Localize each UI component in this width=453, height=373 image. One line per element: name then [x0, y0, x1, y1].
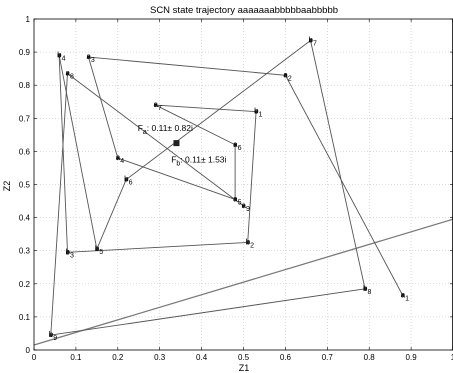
trajectory-segment — [155, 104, 236, 146]
y-tick-label: 0 — [26, 346, 31, 355]
trajectory-segment — [88, 56, 119, 159]
trajectory-segment — [88, 56, 286, 76]
trajectory-segment — [67, 241, 248, 253]
fixed-point-layer — [173, 140, 180, 147]
annotation-layer: Fa: 0.11± 0.82i Fb: 0.11± 1.53i — [138, 123, 227, 167]
x-tick-label: 0.5 — [238, 353, 250, 362]
x-tick-label: 0.2 — [112, 353, 124, 362]
trajectory-segment — [310, 40, 366, 289]
trajectory-segment — [96, 179, 127, 250]
x-tick-label: 0.1 — [70, 353, 82, 362]
chart-title: SCN state trajectory aaaaaaabbbbbaabbbbb — [150, 5, 338, 16]
trajectory-segment — [58, 55, 68, 253]
point-label: b8 — [363, 284, 371, 296]
trajectory-point — [242, 204, 245, 208]
point-label: b7 — [309, 36, 317, 48]
trajectory-point — [66, 250, 70, 254]
x-tick-label: 0.3 — [154, 353, 166, 362]
eigenvalue-annotation: Fb: 0.11± 1.53i — [171, 155, 226, 168]
fixed-point-marker — [173, 140, 180, 147]
trajectory-segment — [50, 288, 366, 336]
point-label: a6 — [233, 140, 241, 152]
reference-line-layer — [33, 218, 453, 346]
x-tick-label: 0.9 — [406, 353, 418, 362]
y-tick-label: 0.5 — [19, 181, 31, 190]
y-tick-label: 0.1 — [19, 313, 31, 322]
trajectory-segment — [58, 55, 98, 250]
point-label-layer: a1 a2 a3 a4 a5 a6 a7 b1 b2 b3 b4 b5 b6 b7 b8 b9 a8 a9 — [49, 36, 409, 343]
point-label: a9 — [242, 201, 250, 213]
y-tick-label: 0.4 — [19, 214, 31, 223]
y-tick-label: 0.3 — [19, 247, 31, 256]
trajectory-segment — [117, 157, 236, 200]
trajectory-point — [86, 55, 90, 59]
trajectory-point — [57, 53, 61, 57]
point-label: a5 — [233, 194, 241, 206]
trajectory-point — [116, 156, 120, 160]
y-tick-label: 0.2 — [19, 280, 31, 289]
axes: 0 0.1 0.2 0.3 0.4 0.5 0.6 0.7 0.8 0.9 1 0 0.1 0.2 0.3 0… — [19, 15, 453, 362]
point-label: a1 — [401, 290, 409, 302]
trajectory-point — [154, 103, 158, 107]
point-label: b5 — [95, 244, 103, 256]
point-label: a4 — [116, 153, 124, 165]
x-tick-label: 0.7 — [322, 353, 334, 362]
x-tick-label: 0 — [32, 353, 37, 362]
trajectory-segment — [50, 73, 68, 336]
eigenvalue-annotation: Fa: 0.11± 0.82i — [138, 123, 193, 136]
trajectory-layer — [50, 40, 404, 336]
trajectory-point — [401, 293, 405, 297]
trajectory-segment — [155, 104, 257, 113]
trajectory-point — [254, 110, 258, 114]
trajectory-point — [283, 73, 287, 77]
point-label: a7 — [154, 100, 162, 112]
y-tick-label: 0.7 — [19, 114, 31, 123]
x-axis-label: Z1 — [239, 363, 250, 373]
trajectory-point — [124, 178, 128, 182]
trajectory-segment — [285, 75, 404, 296]
trajectory-point — [233, 143, 237, 147]
trajectory-segment — [67, 73, 244, 207]
grid — [34, 19, 453, 350]
trajectory-segment — [247, 111, 257, 243]
point-label: a3 — [86, 52, 94, 64]
point-label: a2 — [283, 70, 291, 82]
x-tick-label: 0.8 — [364, 353, 376, 362]
trajectory-segment — [125, 40, 311, 180]
trajectory-point — [246, 240, 250, 244]
y-axis-label: Z2 — [2, 181, 12, 192]
point-label: b9 — [49, 330, 57, 342]
y-tick-label: 0.9 — [19, 48, 31, 57]
reference-line — [33, 218, 453, 346]
point-label: a8 — [66, 69, 74, 81]
point-label: b2 — [246, 237, 254, 249]
point-label: b6 — [124, 175, 132, 187]
trajectory-point — [233, 197, 237, 201]
point-label: b4 — [57, 50, 65, 62]
trajectory-point — [363, 287, 367, 291]
x-tick-label: 0.6 — [280, 353, 292, 362]
y-tick-label: 1 — [26, 15, 31, 24]
y-tick-label: 0.6 — [19, 147, 31, 156]
trajectory-point — [66, 72, 70, 76]
trajectory-point — [49, 333, 53, 337]
point-label: b3 — [66, 247, 74, 259]
point-label: b1 — [254, 107, 262, 119]
x-tick-label: 0.4 — [196, 353, 208, 362]
x-tick-label: 1 — [451, 353, 453, 362]
y-tick-label: 0.8 — [19, 81, 31, 90]
trajectory-point — [95, 247, 99, 251]
trajectory-point — [309, 39, 313, 43]
